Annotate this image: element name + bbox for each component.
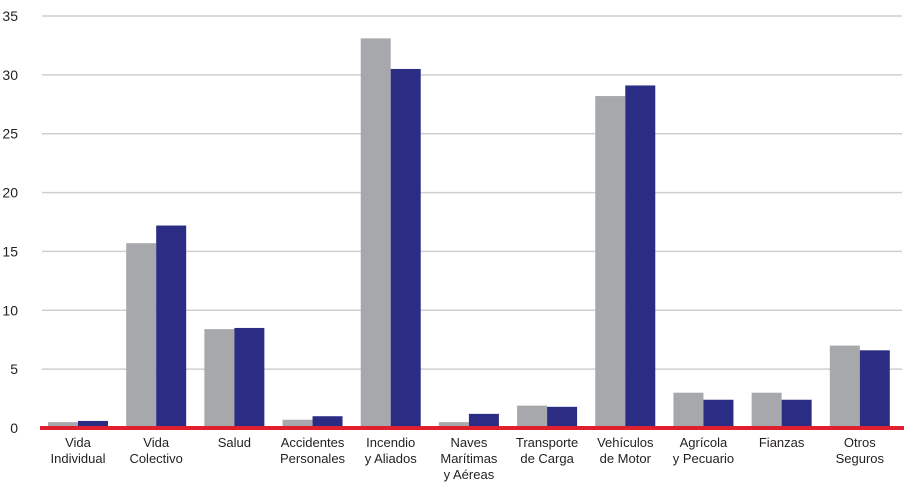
x-tick-label-line: Seguros xyxy=(836,451,885,466)
x-tick-label-line: Fianzas xyxy=(759,435,805,450)
x-tick-label: Vida Colectivo xyxy=(129,435,182,466)
x-tick-label: Vida Individual xyxy=(51,435,106,466)
x-tick-label: Accidentes Personales xyxy=(280,435,346,466)
bar-series-1 xyxy=(48,422,78,428)
x-tick-label: Otros Seguros xyxy=(836,435,885,466)
bar-series-1 xyxy=(829,345,860,428)
x-tick-label-line: de Carga xyxy=(520,451,574,466)
x-tick-label-line: Individual xyxy=(51,451,106,466)
x-tick-label-line: Salud xyxy=(218,435,251,450)
y-tick-label: 25 xyxy=(2,126,18,142)
bar-series-2 xyxy=(703,399,734,428)
y-tick-label: 5 xyxy=(10,361,18,377)
x-tick-label: Naves Marítimas y Aéreas xyxy=(440,435,498,482)
bar-series-2 xyxy=(468,413,499,428)
bar-series-2 xyxy=(156,225,187,428)
x-tick-label-line: Transporte xyxy=(516,435,578,450)
x-tick-label: Fianzas xyxy=(759,435,805,450)
x-tick-label: Vehículos de Motor xyxy=(597,435,654,466)
bar-series-1 xyxy=(673,392,704,428)
bar-series-2 xyxy=(312,416,343,428)
x-tick-label-line: Naves xyxy=(450,435,487,450)
x-tick-label-line: Colectivo xyxy=(129,451,182,466)
x-tick-label: Incendio y Aliados xyxy=(365,435,418,466)
y-tick-label: 15 xyxy=(2,243,18,259)
bar-series-1 xyxy=(126,243,157,428)
bar-series-2 xyxy=(234,327,265,428)
x-tick-label-line: Vida xyxy=(65,435,92,450)
bar-series-2 xyxy=(859,350,890,428)
bar-series-2 xyxy=(390,68,421,428)
x-tick-label: Agrícola y Pecuario xyxy=(673,435,734,466)
x-tick-label-line: y Pecuario xyxy=(673,451,734,466)
x-tick-label-line: Accidentes xyxy=(281,435,345,450)
bar-series-1 xyxy=(517,405,548,428)
x-tick-label-line: y Aéreas xyxy=(444,467,495,482)
x-tick-label: Transporte de Carga xyxy=(516,435,578,466)
bars xyxy=(48,38,890,429)
y-tick-label: 30 xyxy=(2,67,18,83)
bar-series-1 xyxy=(595,96,626,428)
y-tick-label: 10 xyxy=(2,302,18,318)
x-tick-label-line: Marítimas xyxy=(440,451,498,466)
x-tick-label: Salud xyxy=(218,435,251,450)
y-tick-label: 20 xyxy=(2,185,18,201)
x-tick-label-line: y Aliados xyxy=(365,451,418,466)
y-tick-label: 0 xyxy=(10,420,18,436)
x-tick-label-line: de Motor xyxy=(600,451,652,466)
bar-series-1 xyxy=(204,329,235,428)
y-axis-ticks: 0 5 10 15 20 25 30 35 xyxy=(2,8,18,436)
bar-series-1 xyxy=(360,38,391,428)
bar-series-1 xyxy=(751,392,782,428)
y-tick-label: 35 xyxy=(2,8,18,24)
x-tick-label-line: Otros xyxy=(844,435,876,450)
x-tick-label-line: Vehículos xyxy=(597,435,654,450)
x-tick-label-line: Incendio xyxy=(366,435,415,450)
bar-series-1 xyxy=(282,419,313,428)
bar-series-1 xyxy=(438,422,469,428)
bar-series-2 xyxy=(78,420,108,428)
bar-series-2 xyxy=(625,85,656,429)
x-tick-label-line: Agrícola xyxy=(680,435,728,450)
x-tick-label-line: Personales xyxy=(280,451,346,466)
bar-series-2 xyxy=(781,399,812,428)
x-tick-label-line: Vida xyxy=(143,435,170,450)
bar-series-2 xyxy=(547,406,578,428)
